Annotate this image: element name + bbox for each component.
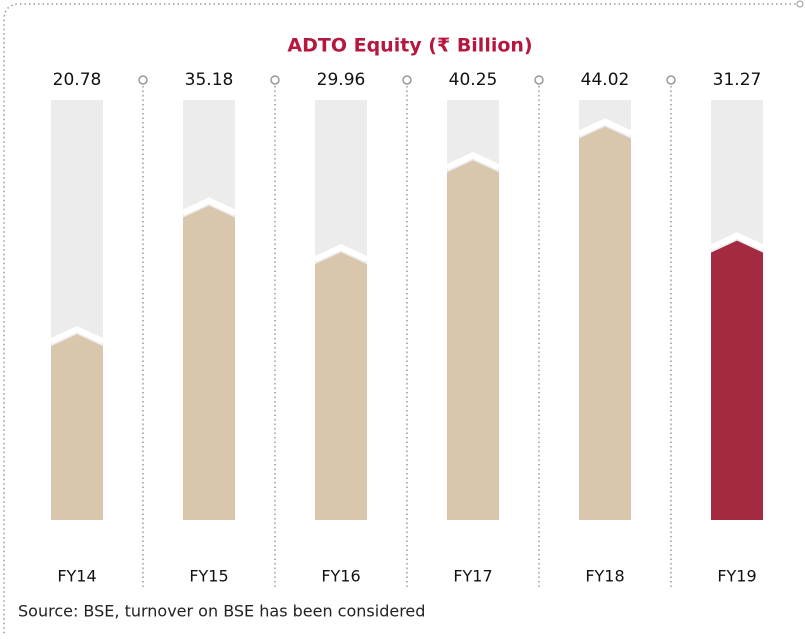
- separator-dot: [534, 75, 544, 85]
- bar: [447, 160, 499, 520]
- source-note: Source: BSE, turnover on BSE has been co…: [18, 602, 425, 621]
- bar-notch: [313, 243, 369, 262]
- value-label: 44.02: [581, 70, 630, 90]
- frame-dot: [796, 0, 804, 8]
- x-tick-label: FY15: [189, 567, 228, 586]
- bar-notch: [709, 232, 765, 251]
- value-label: 40.25: [449, 70, 498, 90]
- bar: [579, 126, 631, 520]
- separator-dot: [666, 75, 676, 85]
- bar: [183, 205, 235, 520]
- value-label: 31.27: [713, 70, 762, 90]
- separator-dot: [270, 75, 280, 85]
- chart-title: ADTO Equity (₹ Billion): [287, 35, 532, 57]
- x-tick-label: FY17: [453, 567, 492, 586]
- frame: [3, 3, 800, 635]
- bar-notch: [577, 118, 633, 137]
- value-label: 20.78: [53, 70, 102, 90]
- separator-dot: [402, 75, 412, 85]
- x-tick-label: FY19: [717, 567, 756, 586]
- value-label: 35.18: [185, 70, 234, 90]
- x-tick-label: FY14: [57, 567, 96, 586]
- x-tick-label: FY16: [321, 567, 360, 586]
- bar-notch: [181, 197, 237, 216]
- bar: [711, 240, 763, 520]
- bar: [51, 334, 103, 520]
- bar-notch: [49, 326, 105, 345]
- separator-dot: [138, 75, 148, 85]
- value-label: 29.96: [317, 70, 366, 90]
- bar: [315, 252, 367, 520]
- bar-notch: [445, 152, 501, 171]
- x-tick-label: FY18: [585, 567, 624, 586]
